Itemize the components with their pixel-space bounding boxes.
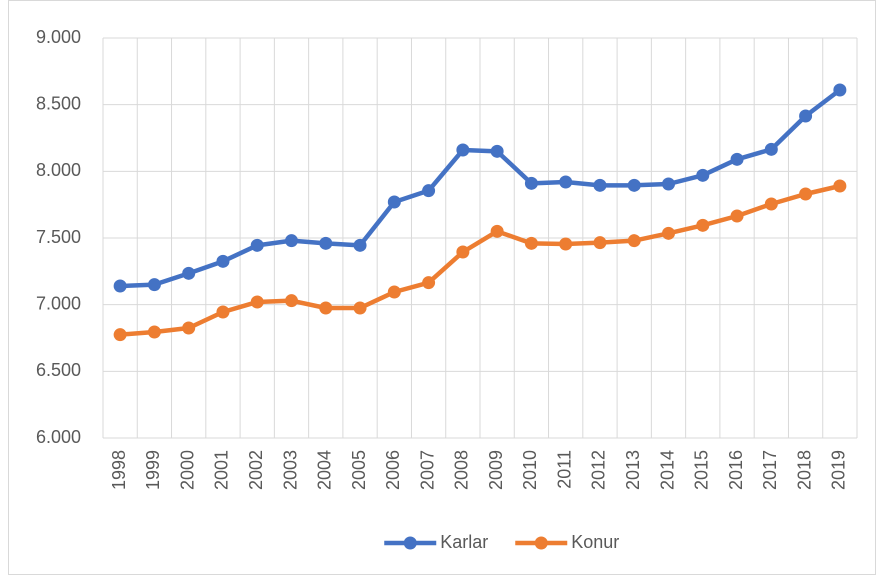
point (182, 266, 196, 280)
x-tick-label: 2015 (692, 450, 712, 490)
y-tick-label: 6.500 (36, 360, 81, 380)
point (113, 328, 127, 342)
point (627, 178, 641, 192)
point (730, 209, 744, 223)
y-tick-label: 6.000 (36, 427, 81, 447)
point (216, 305, 230, 319)
x-tick-label: 2001 (212, 450, 232, 490)
point (319, 301, 333, 315)
point (833, 179, 847, 193)
x-tick-label: 2006 (383, 450, 403, 490)
point (627, 234, 641, 248)
x-tick-label: 2011 (554, 450, 574, 489)
legend-marker (403, 536, 417, 550)
x-tick-label: 2017 (760, 450, 780, 490)
point (353, 238, 367, 252)
point (387, 195, 401, 209)
y-tick-label: 9.000 (36, 27, 81, 47)
point (524, 176, 538, 190)
point (182, 321, 196, 335)
x-tick-label: 2007 (417, 450, 437, 490)
x-tick-label: 2005 (349, 450, 369, 490)
point (216, 254, 230, 268)
point (730, 152, 744, 166)
point (524, 236, 538, 250)
point (113, 279, 127, 293)
point (250, 238, 264, 252)
point (250, 295, 264, 309)
x-tick-label: 2016 (726, 450, 746, 490)
legend-label: Konur (571, 532, 619, 552)
point (799, 109, 813, 123)
y-tick-label: 7.000 (36, 293, 81, 313)
x-tick-label: 2018 (794, 450, 814, 490)
point (456, 143, 470, 157)
y-tick-label: 8.000 (36, 160, 81, 180)
point (147, 325, 161, 339)
point (559, 237, 573, 251)
x-tick-label: 2014 (657, 450, 677, 490)
line (119, 183, 841, 337)
point (422, 276, 436, 290)
x-tick-label: 2012 (589, 450, 609, 490)
x-tick-label: 2009 (486, 450, 506, 490)
point (490, 224, 504, 238)
x-tick-label: 2019 (829, 450, 849, 490)
point (799, 187, 813, 201)
point (319, 236, 333, 250)
point (696, 168, 710, 182)
point (833, 83, 847, 97)
x-tick-label: 1999 (143, 450, 163, 490)
point (593, 178, 607, 192)
point (559, 175, 573, 189)
point (387, 285, 401, 299)
point (422, 184, 436, 198)
x-tick-label: 2010 (520, 450, 540, 490)
point (764, 142, 778, 156)
point (662, 177, 675, 191)
point (696, 218, 710, 232)
point (764, 197, 778, 211)
legend-label: Karlar (440, 532, 488, 552)
line (120, 88, 842, 289)
x-tick-label: 2003 (280, 450, 300, 490)
x-tick-label: 2004 (315, 450, 335, 490)
y-tick-label: 7.500 (36, 227, 81, 247)
x-tick-label: 2008 (452, 450, 472, 490)
point (593, 236, 607, 250)
point (353, 301, 367, 315)
x-tick-label: 2002 (246, 450, 266, 490)
point (285, 294, 298, 308)
x-tick-label: 2013 (623, 450, 643, 490)
legend-marker (534, 536, 548, 550)
x-tick-label: 1998 (109, 450, 129, 490)
x-tick-label: 2000 (177, 450, 197, 490)
point (456, 245, 470, 259)
point (490, 144, 504, 158)
y-tick-label: 8.500 (36, 93, 81, 113)
point (662, 226, 675, 240)
point (147, 278, 161, 292)
point (285, 234, 298, 248)
